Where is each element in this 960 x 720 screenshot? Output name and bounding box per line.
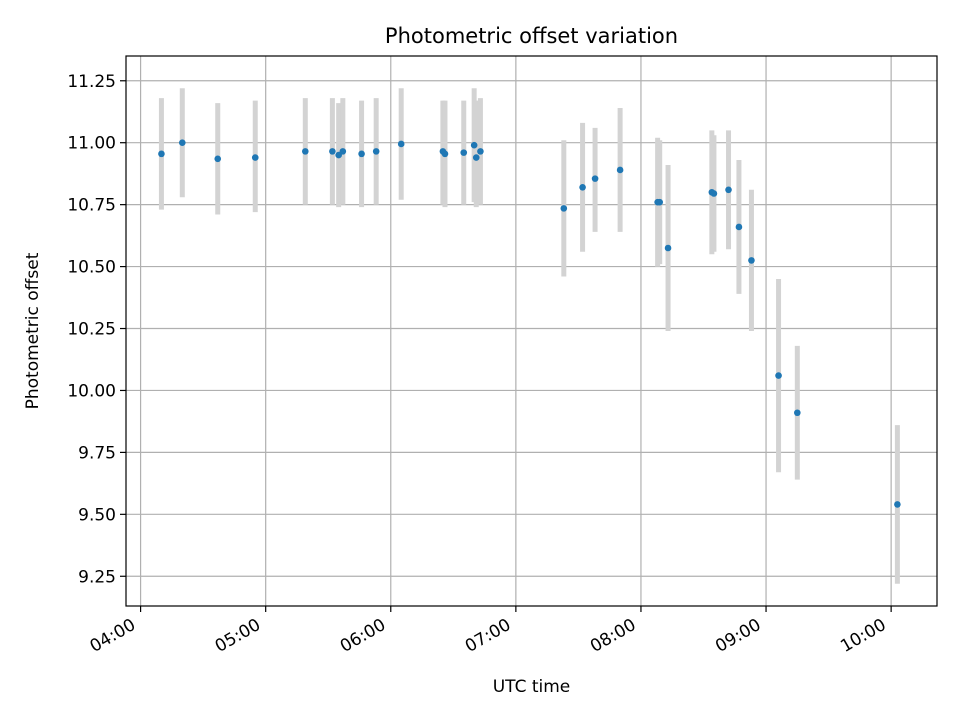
y-tick-label: 11.00 <box>67 134 116 154</box>
data-point <box>251 154 259 161</box>
data-point <box>725 186 732 194</box>
data-point <box>178 139 186 147</box>
y-tick-label: 10.50 <box>67 258 116 278</box>
y-tick-label: 9.25 <box>78 567 116 587</box>
y-tick-label: 10.00 <box>67 381 116 401</box>
data-point <box>477 148 484 155</box>
data-point <box>664 244 672 252</box>
data-point <box>775 372 782 379</box>
data-point <box>158 150 165 158</box>
x-tick-label: 08:00 <box>587 615 639 657</box>
y-axis-label: Photometric offset <box>23 252 43 409</box>
data-point <box>214 155 222 163</box>
error-bars <box>158 88 900 584</box>
data-points <box>158 139 901 508</box>
x-axis-label: UTC time <box>493 677 571 697</box>
x-tick-label: 06:00 <box>337 615 389 657</box>
data-point <box>372 148 380 155</box>
data-point <box>560 205 568 212</box>
data-point <box>472 154 480 161</box>
data-point <box>397 140 405 148</box>
y-tick-label: 10.25 <box>67 320 116 340</box>
data-point <box>748 257 755 264</box>
data-point <box>710 190 718 197</box>
x-tick-label: 07:00 <box>462 615 514 657</box>
chart-title: Photometric offset variation <box>385 24 678 48</box>
grid-lines <box>126 56 937 606</box>
data-point <box>591 175 599 182</box>
data-point <box>656 198 664 206</box>
data-point <box>735 223 743 231</box>
x-tick-label: 09:00 <box>712 615 764 657</box>
x-axis-ticks: 04:00 05:00 06:00 07:00 08:00 09:00 10:00 <box>87 606 892 657</box>
data-point <box>441 150 449 158</box>
x-tick-label: 10:00 <box>837 615 889 657</box>
data-point <box>301 148 309 155</box>
y-tick-label: 9.50 <box>78 505 116 525</box>
data-point <box>358 150 365 158</box>
data-point <box>616 166 624 174</box>
y-tick-label: 9.75 <box>78 443 116 463</box>
x-tick-label: 04:00 <box>87 615 139 657</box>
data-point <box>794 409 801 417</box>
data-point <box>329 148 336 155</box>
data-point <box>894 501 901 508</box>
y-axis-ticks: 9.25 9.50 9.75 10.00 10.25 10.50 10.75 11.00 11.… <box>67 72 126 587</box>
data-point <box>460 149 468 156</box>
plot-frame <box>125 55 938 607</box>
y-tick-label: 11.25 <box>67 72 116 92</box>
data-point <box>470 141 478 149</box>
x-tick-label: 05:00 <box>212 615 264 657</box>
data-point <box>339 148 347 155</box>
data-point <box>579 184 586 191</box>
y-tick-label: 10.75 <box>67 196 116 216</box>
